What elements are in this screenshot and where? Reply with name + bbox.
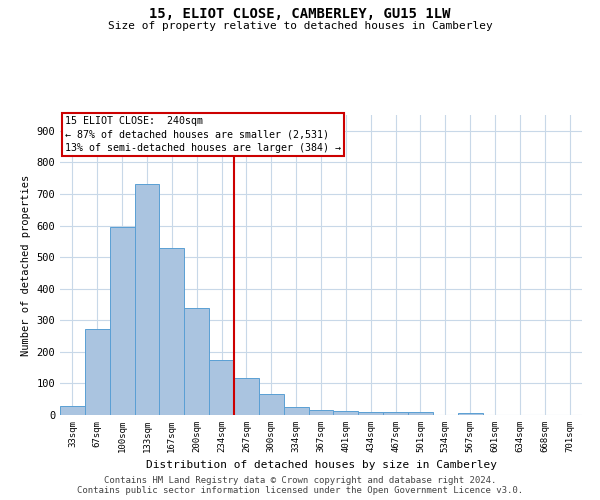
Text: Contains HM Land Registry data © Crown copyright and database right 2024.: Contains HM Land Registry data © Crown c… [104, 476, 496, 485]
Bar [259, 394, 284, 415]
Bar [408, 412, 433, 415]
Bar [209, 360, 234, 415]
Bar [284, 407, 308, 415]
Bar [234, 378, 259, 415]
Text: 15, ELIOT CLOSE, CAMBERLEY, GU15 1LW: 15, ELIOT CLOSE, CAMBERLEY, GU15 1LW [149, 8, 451, 22]
Bar [134, 184, 160, 415]
Bar [334, 410, 358, 415]
Y-axis label: Number of detached properties: Number of detached properties [21, 174, 31, 356]
Bar [85, 329, 110, 415]
Bar [383, 412, 408, 415]
Text: Contains public sector information licensed under the Open Government Licence v3: Contains public sector information licen… [77, 486, 523, 495]
Text: Size of property relative to detached houses in Camberley: Size of property relative to detached ho… [107, 21, 493, 31]
Bar [308, 410, 334, 415]
Text: 15 ELIOT CLOSE:  240sqm
← 87% of detached houses are smaller (2,531)
13% of semi: 15 ELIOT CLOSE: 240sqm ← 87% of detached… [65, 116, 341, 153]
Bar [60, 406, 85, 415]
Bar [358, 412, 383, 415]
X-axis label: Distribution of detached houses by size in Camberley: Distribution of detached houses by size … [146, 460, 497, 470]
Bar [184, 308, 209, 415]
Bar [110, 228, 134, 415]
Bar [160, 248, 184, 415]
Bar [458, 413, 482, 415]
